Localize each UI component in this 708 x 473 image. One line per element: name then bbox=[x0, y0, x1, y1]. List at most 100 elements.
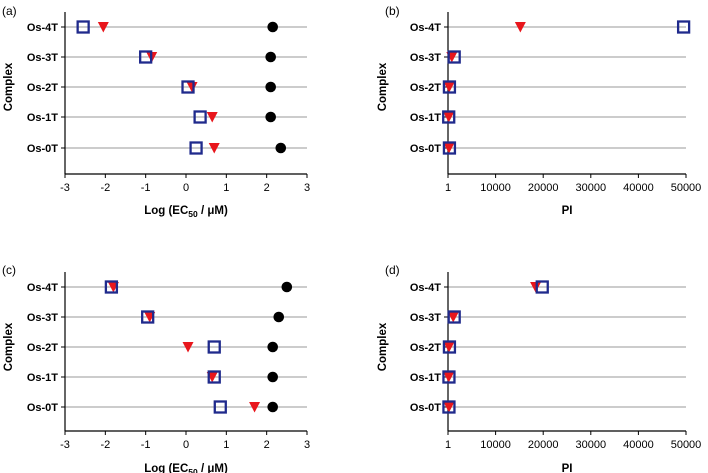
panel-d-category-label: Os-3T bbox=[410, 312, 441, 324]
panel-c-category-label: Os-0T bbox=[27, 402, 58, 414]
panel-b-category-label: Os-2T bbox=[410, 82, 441, 94]
panel-a-square-point bbox=[76, 20, 90, 34]
panel-d-y-axis-title: Complex bbox=[377, 322, 389, 371]
panel-b-category-label: Os-4T bbox=[410, 22, 441, 34]
panel-a-square-point bbox=[193, 110, 207, 124]
panel-d-x-tick-label: 1 bbox=[445, 439, 451, 451]
panel-a-category-label: Os-0T bbox=[27, 143, 58, 155]
panel-a-y-axis-title: Complex bbox=[3, 62, 15, 111]
panel-d-triangle-point bbox=[443, 402, 455, 413]
panel-a-x-tick-label: 3 bbox=[304, 182, 310, 194]
panel-a-circle-point bbox=[265, 111, 277, 123]
panel-c-triangle-point bbox=[249, 402, 261, 413]
panel-b-triangle-point bbox=[443, 143, 455, 154]
panel-b-category-label: Os-1T bbox=[410, 112, 441, 124]
panel-b-square-point bbox=[447, 50, 461, 64]
panel-d-square-point bbox=[442, 400, 456, 414]
panel-d-square-point bbox=[442, 340, 457, 354]
panel-a-x-tick-label: 1 bbox=[223, 182, 229, 194]
panel-d-x-axis-title: PI bbox=[562, 463, 573, 473]
panel-d-triangle-point bbox=[443, 372, 455, 383]
panel-c-x-tick-label: 3 bbox=[304, 439, 310, 451]
panel-a-circle-point bbox=[275, 142, 287, 154]
panel-d-square-point bbox=[535, 280, 549, 294]
panel-d-category-label: Os-0T bbox=[410, 402, 441, 414]
panel-d-triangle-point bbox=[443, 342, 455, 353]
panel-a-category-label: Os-3T bbox=[27, 52, 58, 64]
panel-c-category-label: Os-3T bbox=[27, 312, 58, 324]
panel-b-triangle-point bbox=[443, 112, 455, 123]
panel-d-triangle-point bbox=[447, 312, 459, 323]
panel-c-square-point bbox=[104, 280, 119, 294]
panel-c-x-tick-label: -2 bbox=[100, 439, 110, 451]
panel-d-square-point bbox=[447, 310, 461, 324]
panel-b-square-point bbox=[442, 110, 456, 124]
panel-b-x-tick-label: 30000 bbox=[576, 182, 607, 194]
panel-c-category-label: Os-4T bbox=[27, 282, 58, 294]
panel-d-triangle-point bbox=[530, 282, 542, 293]
panel-c-x-tick-label: 0 bbox=[183, 439, 189, 451]
panel-c-y-axis-title: Complex bbox=[3, 322, 15, 371]
panel-a-x-tick-label: -1 bbox=[141, 182, 151, 194]
panel-a-x-axis-title: Log (EC50 / μM) bbox=[144, 205, 228, 219]
panel-a-triangle-point bbox=[208, 143, 220, 154]
panel-a-circle-point bbox=[265, 51, 277, 63]
panel-a-triangle-point bbox=[97, 22, 109, 33]
panel-c-x-axis-title: Log (EC50 / μM) bbox=[144, 463, 228, 473]
panel-d: (d) Complex PI Os-4T Os-3T Os-2T Os-1T Os-0T… bbox=[377, 263, 701, 473]
panel-c-x-tick-label: 1 bbox=[223, 439, 229, 451]
panel-c-label: (c) bbox=[2, 263, 16, 277]
panel-d-category-label: Os-1T bbox=[410, 372, 441, 384]
panel-a-square-point bbox=[181, 80, 195, 94]
panel-a-circle-point bbox=[267, 21, 279, 33]
panel-b-category-label: Os-0T bbox=[410, 143, 441, 155]
panel-d-x-tick-label: 40000 bbox=[623, 439, 654, 451]
panel-d-category-label: Os-2T bbox=[410, 342, 441, 354]
panel-c: (c) Complex Log (EC50 / μM) Os-4T Os-3T Os… bbox=[2, 263, 310, 473]
panel-b-triangle-point bbox=[443, 82, 455, 93]
panel-c-square-point bbox=[207, 370, 221, 384]
panel-c-square-point bbox=[207, 340, 221, 354]
panel-b-x-axis-title: PI bbox=[562, 205, 573, 217]
panel-c-square-point bbox=[213, 400, 227, 414]
panel-a-x-tick-label: -3 bbox=[60, 182, 70, 194]
panel-d-x-tick-label: 30000 bbox=[576, 439, 607, 451]
panel-b-x-tick-label: 50000 bbox=[671, 182, 702, 194]
panel-c-x-tick-label: -1 bbox=[141, 439, 151, 451]
panel-a-x-tick-label: 0 bbox=[183, 182, 189, 194]
panel-a-circle-point bbox=[265, 81, 277, 93]
panel-d-x-tick-label: 20000 bbox=[528, 439, 559, 451]
panel-b-x-tick-label: 40000 bbox=[623, 182, 654, 194]
panel-a-category-label: Os-1T bbox=[27, 112, 58, 124]
panel-b-x-tick-label: 10000 bbox=[480, 182, 511, 194]
panel-a: (a) Complex Log (EC50 / μM) Os-4T Os-3T Os… bbox=[2, 4, 310, 219]
panel-a-x-tick-label: 2 bbox=[264, 182, 270, 194]
panel-b-y-axis-title: Complex bbox=[377, 62, 389, 111]
panel-b-square-point bbox=[442, 141, 457, 155]
panel-c-circle-point bbox=[267, 341, 279, 353]
panel-a-x-tick-label: -2 bbox=[100, 182, 110, 194]
panel-d-label: (d) bbox=[385, 263, 400, 277]
panel-b-square-point bbox=[442, 80, 457, 94]
panel-c-circle-point bbox=[267, 371, 279, 383]
panel-c-category-label: Os-1T bbox=[27, 372, 58, 384]
panel-b-label: (b) bbox=[385, 4, 400, 18]
panel-d-square-point bbox=[442, 370, 456, 384]
panel-a-square-point bbox=[189, 141, 203, 155]
panel-b-square-point bbox=[676, 20, 691, 34]
panel-c-circle-point bbox=[273, 311, 285, 323]
panel-b-x-tick-label: 20000 bbox=[528, 182, 559, 194]
panel-a-triangle-point bbox=[206, 112, 218, 123]
panel-c-circle-point bbox=[281, 281, 293, 293]
panel-d-x-tick-label: 50000 bbox=[671, 439, 702, 451]
panel-c-x-tick-label: 2 bbox=[264, 439, 270, 451]
panel-a-category-label: Os-2T bbox=[27, 82, 58, 94]
panel-b-category-label: Os-3T bbox=[410, 52, 441, 64]
panel-c-triangle-point bbox=[182, 342, 194, 353]
panel-c-x-tick-label: -3 bbox=[60, 439, 70, 451]
panel-a-square-point bbox=[139, 50, 153, 64]
panel-a-category-label: Os-4T bbox=[27, 22, 58, 34]
panel-b: (b) Complex PI Os-4T Os-3T Os-2T Os-1T Os-0T… bbox=[377, 4, 701, 217]
panel-d-category-label: Os-4T bbox=[410, 282, 441, 294]
